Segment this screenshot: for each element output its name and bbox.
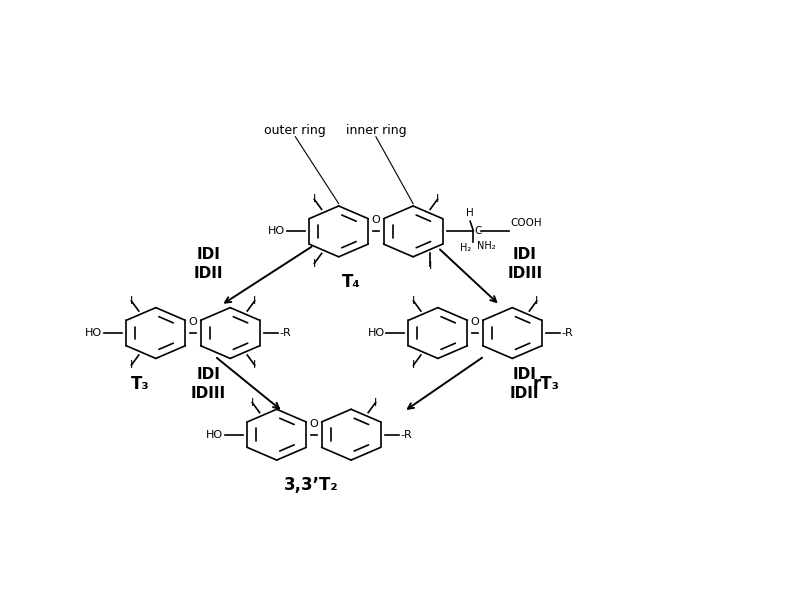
Text: I: I [436,194,439,204]
Text: I: I [313,194,316,204]
Text: I: I [253,296,256,306]
Text: I: I [535,296,538,306]
Text: I: I [130,296,133,306]
Text: COOH: COOH [510,218,542,227]
Text: I: I [253,360,256,370]
Text: I: I [130,360,133,370]
Text: I: I [313,259,316,269]
Text: HO: HO [268,226,286,236]
Text: -R: -R [279,328,291,338]
Text: I: I [250,398,254,407]
Text: NH₂: NH₂ [477,241,495,251]
Text: -R: -R [562,328,573,338]
Text: I: I [412,296,415,306]
Text: inner ring: inner ring [346,124,406,137]
Text: H₂: H₂ [459,243,470,253]
Text: HO: HO [367,328,385,338]
Text: O: O [310,419,318,428]
Text: O: O [189,317,198,327]
Text: T₃: T₃ [131,374,150,392]
Text: O: O [470,317,479,327]
Text: T₄: T₄ [342,273,361,291]
Text: I: I [412,360,415,370]
Text: 3,3’T₂: 3,3’T₂ [283,476,338,494]
Text: HO: HO [86,328,102,338]
Text: IDI
IDII: IDI IDII [194,247,223,281]
Text: IDI
IDII: IDI IDII [510,367,539,401]
Text: -R: -R [400,430,412,440]
Text: C: C [474,226,482,236]
Text: IDI
IDIII: IDI IDIII [191,367,226,401]
Text: I: I [429,262,432,271]
Text: IDI
IDIII: IDI IDIII [507,247,542,281]
Text: outer ring: outer ring [265,124,326,137]
Text: O: O [371,215,380,226]
Text: H: H [466,208,474,218]
Text: HO: HO [206,430,223,440]
Text: rT₃: rT₃ [533,374,560,392]
Text: I: I [374,398,378,407]
